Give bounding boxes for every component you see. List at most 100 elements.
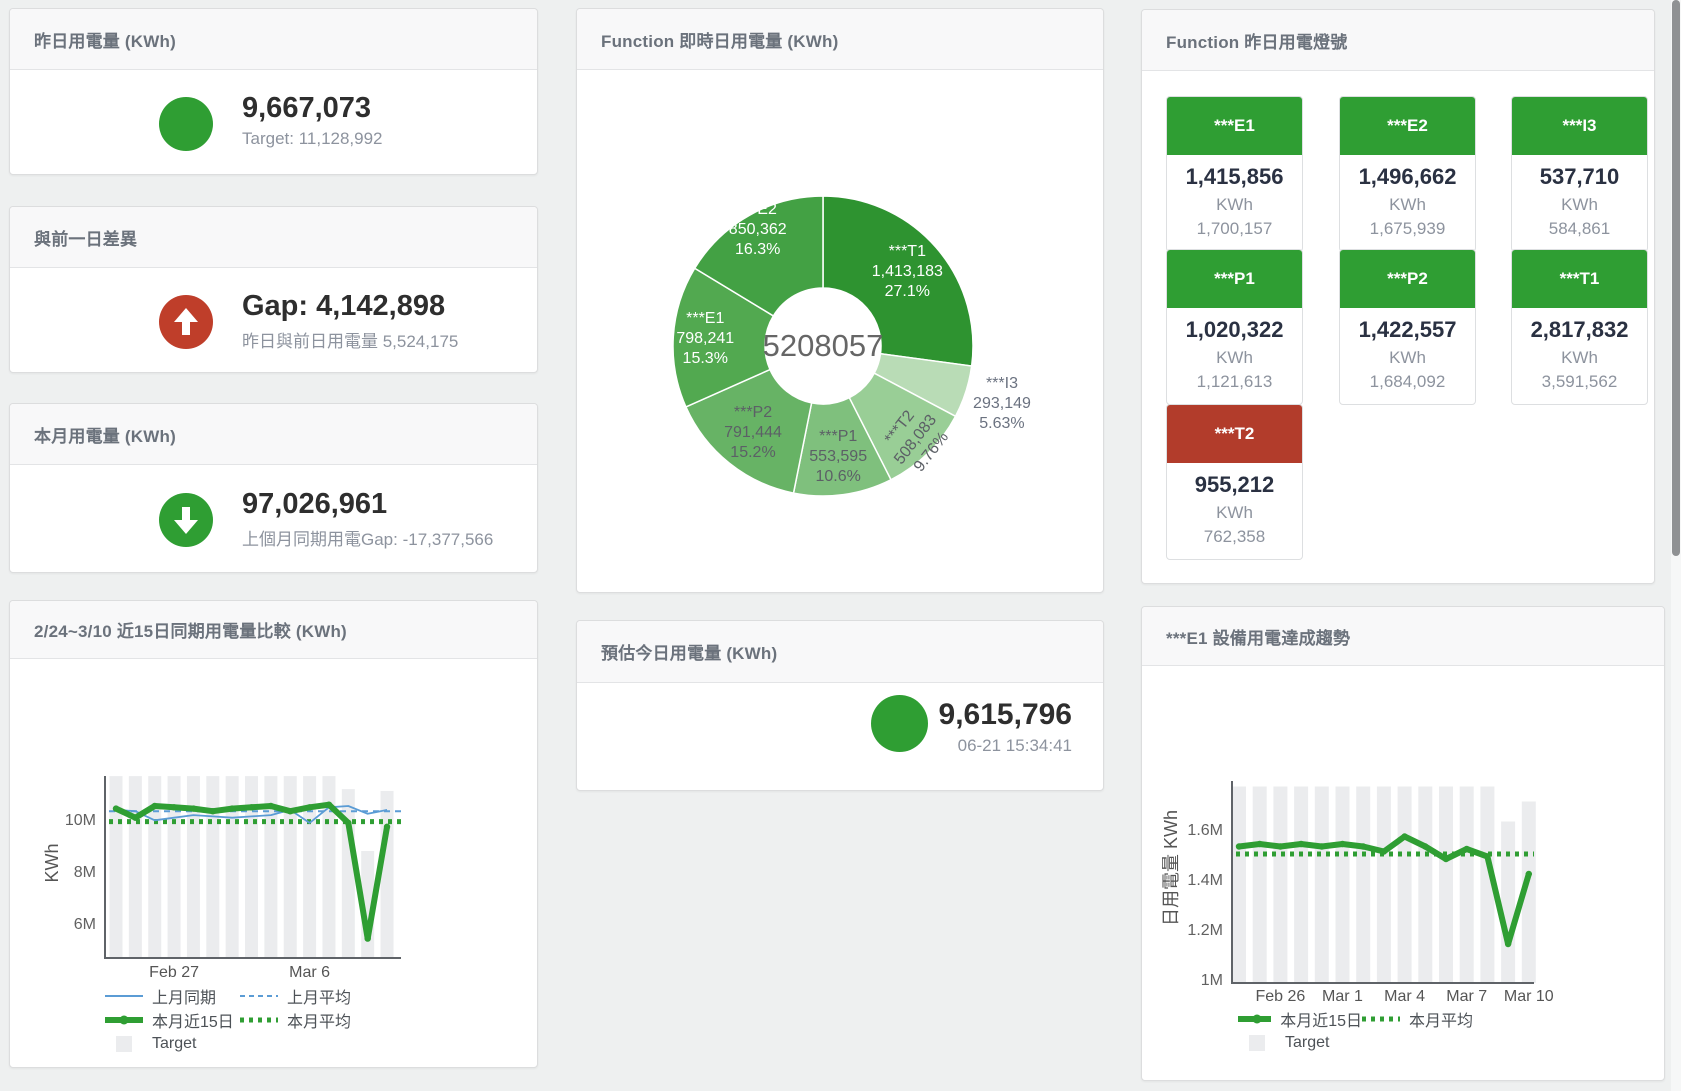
trend-chart-target-bar (1314, 786, 1329, 983)
compare-chart-target-bar (186, 776, 200, 958)
trend-chart: 1.6M 1.4M 1.2M 1M Feb 26 Mar 1 Mar 4 Mar 7 Mar 1… (1142, 607, 1664, 1080)
tile-i3-body: 537,710 KWh 584,861 (1512, 155, 1647, 251)
donut-label-e2: ***E2 850,362 16.3% (728, 201, 787, 259)
legend-swatch (105, 1015, 143, 1025)
page-scrollbar-thumb[interactable] (1672, 0, 1680, 556)
tile-i3-status-header: ***I3 (1512, 97, 1647, 155)
lights-tile-p1: ***P1 1,020,322 KWh 1,121,613 (1166, 249, 1303, 405)
legend-item-target[interactable]: Target (1238, 1034, 1362, 1052)
compare-chart-thin-line (115, 805, 388, 824)
legend-item-上月平均[interactable]: 上月平均 (240, 984, 375, 1008)
trend-chart-point (1235, 843, 1243, 850)
legend-swatch (240, 995, 278, 997)
panel-compare-chart: 2/24~3/10 近15日同期用電量比較 (KWh) 10M 8M 6M Feb 2… (9, 600, 538, 1068)
trend-chart-ytick: 1.6M (1187, 822, 1223, 839)
trend-chart-xtick: Mar 4 (1384, 988, 1425, 1005)
trend-chart-point (1318, 843, 1325, 850)
tile-p2-status-header: ***P2 (1340, 250, 1475, 308)
donut-label-e1: ***E1 798,241 15.3% (676, 309, 735, 367)
donut-label-p2: ***P2 791,444 15.2% (724, 404, 782, 462)
trend-legend: 本月近15日 本月平均 Target (1238, 1007, 1486, 1055)
trend-chart-ytick: 1.4M (1187, 872, 1223, 889)
lights-tile-p2: ***P2 1,422,557 KWh 1,684,092 (1339, 249, 1476, 405)
page-scrollbar-track[interactable] (1671, 0, 1681, 1091)
compare-chart: 10M 8M 6M Feb 27 Mar 6 KWh (10, 601, 537, 1067)
tile-p1-status-header: ***P1 (1167, 250, 1302, 308)
yesterday-value: 9,667,073 (242, 92, 372, 124)
legend-label: Target (1285, 1034, 1330, 1051)
trend-chart-ytick: 1.2M (1187, 922, 1223, 939)
yesterday-target: Target: 11,128,992 (242, 129, 383, 148)
legend-item-本月近15日[interactable]: 本月近15日 (105, 1008, 240, 1032)
month-stat: 97,026,961 上個月同期用電Gap: -17,377,566 (10, 465, 537, 572)
panel-realtime-donut: Function 即時日用電量 (KWh) ***T1 1,413,183 27.1… (576, 8, 1104, 593)
trend-chart-point (1401, 833, 1408, 840)
tile-e2-unit: KWh (1389, 195, 1426, 214)
tile-e1-status-header: ***E1 (1167, 97, 1302, 155)
trend-chart-target-bar (1232, 786, 1246, 983)
donut-slice-e2[interactable] (693, 195, 824, 317)
compare-chart-target-bar (206, 776, 220, 958)
panel-yesterday-header: 昨日用電量 (KWh) (10, 9, 537, 70)
trend-chart-point (1442, 855, 1450, 863)
tile-t2-status-header: ***T2 (1167, 405, 1302, 463)
tile-e2-status-header: ***E2 (1340, 97, 1475, 155)
panel-estimate: 預估今日用電量 (KWh) 9,615,796 06-21 15:34:41 (576, 620, 1104, 791)
estimate-value: 9,615,796 (938, 698, 1072, 731)
compare-legend: 上月同期 上月平均本月近15日 本月平均 Target (105, 984, 375, 1056)
legend-label: 本月近15日 (152, 1014, 234, 1031)
tile-t1-status-header: ***T1 (1512, 250, 1647, 308)
legend-item-本月近15日[interactable]: 本月近15日 (1238, 1007, 1362, 1031)
tile-t2-body: 955,212 KWh 762,358 (1167, 463, 1302, 559)
tile-i3-unit: KWh (1561, 195, 1598, 214)
panel-month-title: 本月用電量 (KWh) (34, 426, 176, 446)
legend-item-本月平均[interactable]: 本月平均 (240, 1008, 375, 1032)
trend-chart-point (1360, 843, 1367, 850)
donut-svg (672, 195, 974, 497)
trend-chart-target-bar (1459, 786, 1474, 983)
green-circle-icon (871, 695, 928, 752)
month-gap-sub: 上個月同期用電Gap: -17,377,566 (242, 530, 494, 549)
day-gap-value: Gap: 4,142,898 (242, 290, 446, 322)
lights-tile-e1: ***E1 1,415,856 KWh 1,700,157 (1166, 96, 1303, 252)
tile-e1-previous: 1,700,157 (1196, 219, 1273, 238)
trend-chart-y-axis-label: 日用電量 KWh (1161, 810, 1181, 926)
legend-item-target[interactable]: Target (105, 1035, 240, 1053)
trend-chart-point (1380, 848, 1388, 855)
legend-item-本月平均[interactable]: 本月平均 (1362, 1007, 1486, 1031)
tile-p2-previous: 1,684,092 (1369, 372, 1446, 391)
donut-center-total: 5208057 (762, 328, 884, 363)
legend-label: 上月平均 (287, 990, 352, 1007)
legend-swatch (1238, 1014, 1272, 1024)
legend-swatch (116, 1036, 132, 1052)
tile-p1-body: 1,020,322 KWh 1,121,613 (1167, 308, 1302, 404)
tile-i3-previous: 584,861 (1548, 219, 1611, 238)
estimate-stat: 9,615,796 06-21 15:34:41 (577, 683, 1103, 790)
tile-p2-unit: KWh (1389, 348, 1426, 367)
red-up-arrow-icon (159, 295, 213, 349)
panel-compare-header: 2/24~3/10 近15日同期用電量比較 (KWh) (10, 601, 537, 659)
tile-e1-unit: KWh (1216, 195, 1253, 214)
green-down-arrow-icon (159, 493, 213, 547)
donut-slice-t1[interactable] (822, 195, 974, 367)
trend-chart-xtick: Mar 7 (1446, 988, 1487, 1005)
legend-item-上月同期[interactable]: 上月同期 (105, 984, 240, 1008)
tile-p1-previous: 1,121,613 (1196, 372, 1273, 391)
tile-t1-unit: KWh (1561, 348, 1598, 367)
tile-t1-value: 2,817,832 (1530, 317, 1629, 342)
donut-slice-e1[interactable] (672, 267, 775, 408)
realtime-donut-chart: ***T1 1,413,183 27.1% ***I3 293,149 5.63% ***T… (577, 70, 1105, 594)
trend-chart-point (1525, 870, 1532, 878)
panel-trend-chart: ***E1 設備用電達成趨勢 1.6M 1.4M 1.2M 1M Feb 26 Mar 1… (1141, 606, 1665, 1081)
trend-chart-point (1297, 840, 1305, 848)
compare-chart-point (132, 814, 139, 821)
lights-tile-t1: ***T1 2,817,832 KWh 3,591,562 (1511, 249, 1648, 405)
panel-lights-header: Function 昨日用電燈號 (1142, 10, 1654, 71)
estimate-timestamp: 06-21 15:34:41 (957, 736, 1072, 755)
donut-label-t1: ***T1 1,413,183 27.1% (871, 243, 943, 301)
donut-slice-p2[interactable] (684, 368, 813, 494)
tile-i3-value: 537,710 (1539, 164, 1620, 189)
trend-chart-xtick: Mar 1 (1322, 988, 1363, 1005)
legend-label: 上月同期 (152, 990, 217, 1007)
tile-p2-body: 1,422,557 KWh 1,684,092 (1340, 308, 1475, 404)
